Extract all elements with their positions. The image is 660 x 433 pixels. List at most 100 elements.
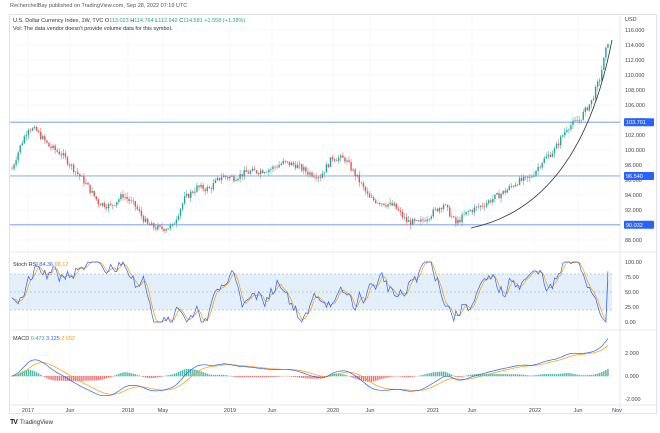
candle-body xyxy=(527,176,529,178)
candle-body xyxy=(492,198,494,203)
macd-hist-bar xyxy=(551,374,554,377)
candle-body xyxy=(502,190,504,194)
macd-hist-bar xyxy=(455,376,457,377)
macd-hist-bar xyxy=(582,375,585,377)
macd-hist-bar xyxy=(257,376,260,378)
stoch-rsi-legend: Stoch RSI 84.36 68.12 xyxy=(13,262,68,268)
macd-hist-bar xyxy=(253,376,256,378)
candle-body xyxy=(342,155,344,158)
low-label: L xyxy=(155,18,159,24)
stoch-d-line xyxy=(11,261,609,323)
macd-hist-bar xyxy=(383,376,385,379)
candle-body xyxy=(151,223,153,226)
candle-body xyxy=(368,193,371,198)
y-tick-label: 106.000 xyxy=(625,103,645,109)
macd-hist-bar xyxy=(114,375,116,377)
candle-body xyxy=(409,220,412,225)
candle-body xyxy=(17,152,19,161)
candle-body xyxy=(58,151,60,155)
candle-body xyxy=(475,206,478,208)
macd-hist-bar xyxy=(89,376,91,381)
candle-body xyxy=(33,127,36,129)
candle-body xyxy=(555,143,558,149)
candle-body xyxy=(68,164,71,166)
price-level-badge xyxy=(624,220,654,229)
candle-body xyxy=(233,176,235,182)
macd-hist-bar xyxy=(547,373,550,377)
macd-hist-bar xyxy=(469,374,471,377)
macd-hist-bar xyxy=(502,374,504,377)
candle-body xyxy=(469,210,471,211)
candle-body xyxy=(54,145,56,151)
candle-body xyxy=(370,197,373,199)
candle-body xyxy=(584,107,587,112)
macd-hist-bar xyxy=(60,376,63,381)
macd-hist-bar xyxy=(79,376,81,382)
y-axis-unit: USD xyxy=(625,17,637,23)
candle-body xyxy=(553,148,556,154)
macd-hist-bar xyxy=(21,371,23,377)
candle-body xyxy=(424,220,426,222)
candle-body xyxy=(580,119,582,121)
macd-hist-bar xyxy=(432,372,434,377)
macd-hist-bar xyxy=(151,376,153,379)
macd-hist-bar xyxy=(268,376,270,378)
macd-hist-bar xyxy=(157,376,159,378)
macd-hist-bar xyxy=(247,376,250,378)
candle-body xyxy=(247,172,250,174)
macd-hist-bar xyxy=(566,373,568,377)
macd-hist-bar xyxy=(562,373,564,377)
macd-signal-line xyxy=(11,345,609,395)
candle-body xyxy=(537,166,539,171)
candle-body xyxy=(284,160,287,162)
macd-hist-bar xyxy=(510,374,513,377)
candle-body xyxy=(350,162,352,171)
candle-body xyxy=(116,201,118,206)
macd-hist-bar xyxy=(430,372,432,377)
candle-body xyxy=(508,186,511,190)
macd-hist-bar xyxy=(93,376,95,381)
candle-body xyxy=(21,143,23,146)
macd-hist-bar xyxy=(210,374,213,377)
candle-body xyxy=(278,165,280,168)
candle-body xyxy=(539,166,541,168)
candle-body xyxy=(194,191,196,193)
macd-hist-bar xyxy=(274,376,276,377)
candle-body xyxy=(340,155,342,158)
candle-body xyxy=(29,130,32,131)
macd-hist-bar xyxy=(375,376,377,381)
candle-body xyxy=(74,171,77,173)
macd-hist-bar xyxy=(173,373,176,377)
macd-hist-bar xyxy=(270,376,272,378)
candle-body xyxy=(44,136,46,141)
macd-hist-bar xyxy=(412,376,414,377)
candle-body xyxy=(56,150,58,152)
candle-body xyxy=(354,169,356,177)
macd-hist-bar xyxy=(192,369,194,377)
candle-body xyxy=(204,189,206,192)
candle-body xyxy=(101,202,104,206)
candle-body xyxy=(161,226,163,229)
macd-hist-bar xyxy=(354,376,356,379)
macd-hist-bar xyxy=(245,376,247,378)
x-tick-label: 2019 xyxy=(224,408,236,414)
y-tick-label: 88.000 xyxy=(625,238,642,244)
macd-hist-bar xyxy=(120,373,122,377)
y-tick-label: 92.000 xyxy=(625,208,642,214)
macd-hist-bar xyxy=(518,374,521,377)
candle-body xyxy=(120,194,122,200)
macd-hist-bar xyxy=(185,369,188,377)
candle-body xyxy=(453,216,455,218)
macd-hist-bar xyxy=(424,374,426,377)
macd-hist-bar xyxy=(459,376,461,378)
candle-body xyxy=(327,164,330,168)
candle-body xyxy=(518,177,521,185)
candle-body xyxy=(319,177,321,179)
macd-tick-label: 0.000 xyxy=(625,374,639,380)
candle-body xyxy=(418,220,420,222)
macd-hist-bar xyxy=(512,374,515,377)
candle-body xyxy=(360,182,363,184)
macd-label: MACD xyxy=(13,336,30,342)
candle-body xyxy=(272,166,274,170)
